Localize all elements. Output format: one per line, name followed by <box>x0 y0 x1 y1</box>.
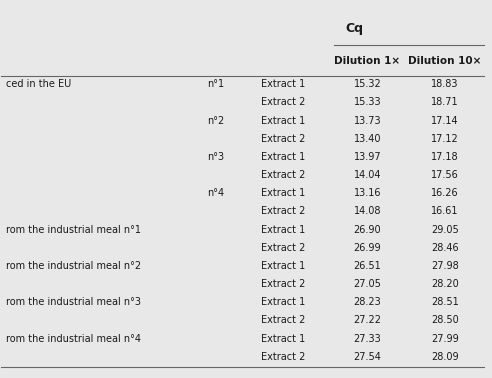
Text: 27.99: 27.99 <box>431 334 459 344</box>
Text: Extract 2: Extract 2 <box>261 279 305 289</box>
Text: 13.16: 13.16 <box>354 188 381 198</box>
Text: 27.33: 27.33 <box>354 334 381 344</box>
Text: 18.71: 18.71 <box>431 97 459 107</box>
Text: Extract 1: Extract 1 <box>261 188 305 198</box>
Text: rom the industrial meal n°2: rom the industrial meal n°2 <box>6 261 141 271</box>
Text: 27.22: 27.22 <box>354 315 381 325</box>
Text: Extract 1: Extract 1 <box>261 225 305 235</box>
Text: 18.83: 18.83 <box>431 79 459 89</box>
Text: 28.09: 28.09 <box>431 352 459 362</box>
Text: rom the industrial meal n°3: rom the industrial meal n°3 <box>6 297 141 307</box>
Text: 15.32: 15.32 <box>354 79 381 89</box>
Text: 29.05: 29.05 <box>431 225 459 235</box>
Text: 28.46: 28.46 <box>431 243 459 253</box>
Text: Extract 1: Extract 1 <box>261 79 305 89</box>
Text: 28.51: 28.51 <box>431 297 459 307</box>
Text: n°3: n°3 <box>207 152 224 162</box>
Text: Extract 2: Extract 2 <box>261 243 305 253</box>
Text: Extract 2: Extract 2 <box>261 134 305 144</box>
Text: Extract 1: Extract 1 <box>261 334 305 344</box>
Text: 17.56: 17.56 <box>431 170 459 180</box>
Text: Extract 2: Extract 2 <box>261 315 305 325</box>
Text: 27.05: 27.05 <box>354 279 381 289</box>
Text: 13.40: 13.40 <box>354 134 381 144</box>
Text: 26.90: 26.90 <box>354 225 381 235</box>
Text: Extract 2: Extract 2 <box>261 206 305 216</box>
Text: Extract 1: Extract 1 <box>261 152 305 162</box>
Text: 16.61: 16.61 <box>431 206 459 216</box>
Text: Extract 1: Extract 1 <box>261 261 305 271</box>
Text: rom the industrial meal n°4: rom the industrial meal n°4 <box>6 334 141 344</box>
Text: rom the industrial meal n°1: rom the industrial meal n°1 <box>6 225 141 235</box>
Text: 17.18: 17.18 <box>431 152 459 162</box>
Text: 27.54: 27.54 <box>354 352 381 362</box>
Text: 26.51: 26.51 <box>354 261 381 271</box>
Text: 15.33: 15.33 <box>354 97 381 107</box>
Text: 14.08: 14.08 <box>354 206 381 216</box>
Text: Dilution 10×: Dilution 10× <box>408 56 482 66</box>
Text: n°2: n°2 <box>207 116 224 125</box>
Text: 17.14: 17.14 <box>431 116 459 125</box>
Text: 16.26: 16.26 <box>431 188 459 198</box>
Text: n°4: n°4 <box>207 188 224 198</box>
Text: Cq: Cq <box>346 22 364 35</box>
Text: 26.99: 26.99 <box>354 243 381 253</box>
Text: ced in the EU: ced in the EU <box>6 79 71 89</box>
Text: Dilution 1×: Dilution 1× <box>335 56 400 66</box>
Text: 28.20: 28.20 <box>431 279 459 289</box>
Text: Extract 1: Extract 1 <box>261 297 305 307</box>
Text: Extract 2: Extract 2 <box>261 97 305 107</box>
Text: n°1: n°1 <box>207 79 224 89</box>
Text: 14.04: 14.04 <box>354 170 381 180</box>
Text: 13.97: 13.97 <box>354 152 381 162</box>
Text: Extract 2: Extract 2 <box>261 352 305 362</box>
Text: 28.23: 28.23 <box>354 297 381 307</box>
Text: 17.12: 17.12 <box>431 134 459 144</box>
Text: 27.98: 27.98 <box>431 261 459 271</box>
Text: 13.73: 13.73 <box>354 116 381 125</box>
Text: Extract 1: Extract 1 <box>261 116 305 125</box>
Text: 28.50: 28.50 <box>431 315 459 325</box>
Text: Extract 2: Extract 2 <box>261 170 305 180</box>
